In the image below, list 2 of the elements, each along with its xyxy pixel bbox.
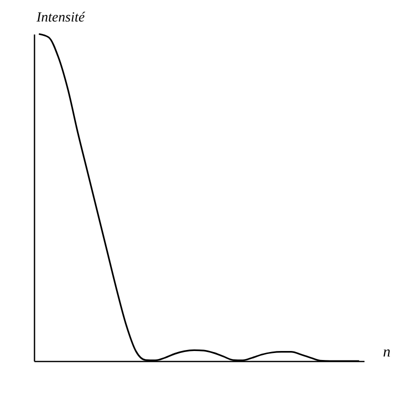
y-axis-title: Intensité (36, 10, 86, 26)
x-axis-title: n (383, 344, 390, 360)
